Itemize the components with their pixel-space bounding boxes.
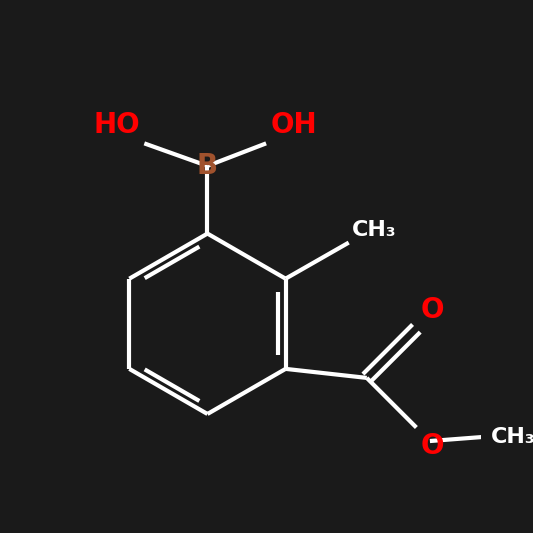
Text: O: O <box>421 432 445 460</box>
Text: B: B <box>197 152 218 180</box>
Text: OH: OH <box>271 111 317 139</box>
Text: CH₃: CH₃ <box>491 426 533 447</box>
Text: HO: HO <box>93 111 140 139</box>
Text: O: O <box>421 296 445 324</box>
Text: CH₃: CH₃ <box>351 220 396 240</box>
